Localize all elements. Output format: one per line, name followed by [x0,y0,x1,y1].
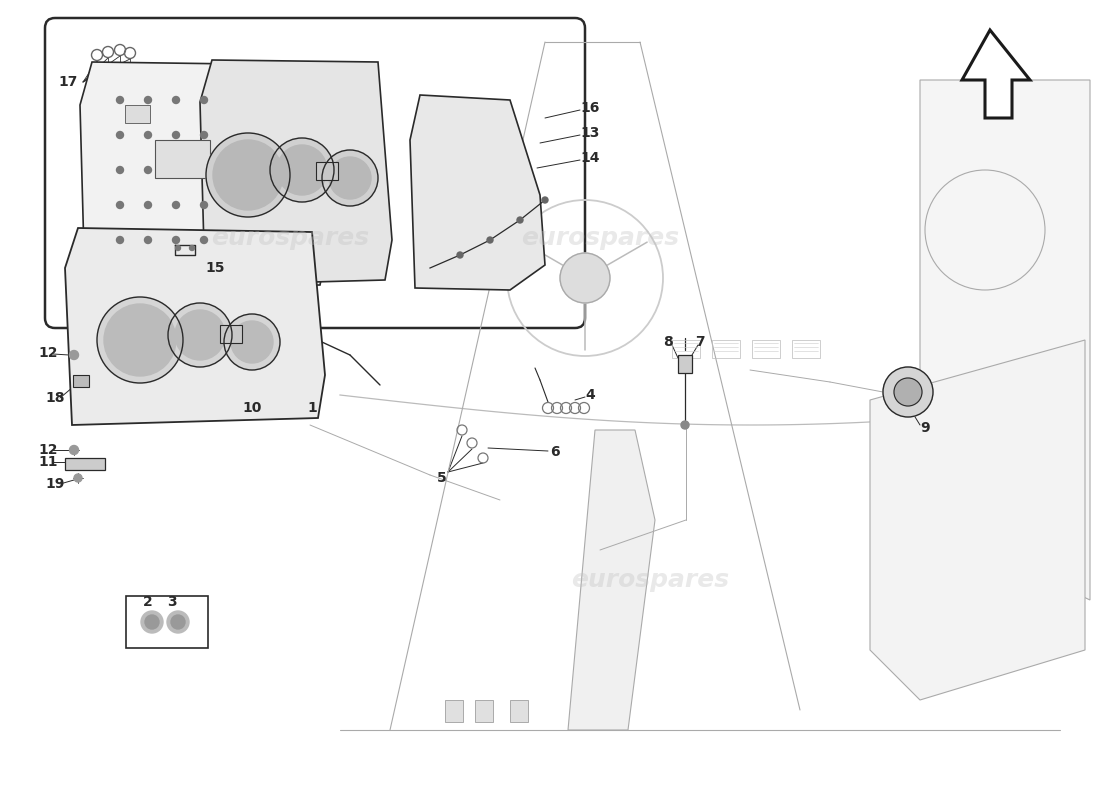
Text: eurospares: eurospares [521,226,679,250]
Bar [220,325,242,343]
Circle shape [925,170,1045,290]
Circle shape [206,133,290,217]
Text: 2: 2 [143,595,153,609]
Circle shape [117,237,123,243]
Circle shape [144,202,152,209]
Circle shape [173,237,179,243]
Circle shape [200,166,208,174]
Text: 14: 14 [581,151,600,165]
Text: 19: 19 [45,477,65,491]
Circle shape [167,611,189,633]
Bar [752,340,780,358]
Circle shape [560,253,610,303]
Circle shape [173,166,179,174]
Circle shape [200,97,208,103]
Circle shape [173,131,179,138]
Circle shape [894,378,922,406]
Circle shape [144,166,152,174]
Circle shape [224,314,280,370]
Bar [678,355,692,373]
Circle shape [517,217,522,223]
Circle shape [176,246,180,250]
Polygon shape [870,340,1085,700]
Circle shape [141,611,163,633]
Circle shape [175,310,226,360]
Bar [475,700,493,722]
Text: 17: 17 [58,75,78,89]
Circle shape [456,252,463,258]
Circle shape [173,97,179,103]
Text: 16: 16 [581,101,600,115]
Polygon shape [568,430,654,730]
Circle shape [487,237,493,243]
Circle shape [213,140,283,210]
Circle shape [69,446,78,454]
Text: 6: 6 [550,445,560,459]
Circle shape [322,150,378,206]
Bar [125,105,150,123]
Bar [672,340,700,358]
Text: 4: 4 [585,388,595,402]
Text: 10: 10 [242,401,262,415]
Text: 15: 15 [206,261,224,275]
Polygon shape [65,228,324,425]
Circle shape [189,246,195,250]
Text: 18: 18 [45,391,65,405]
Circle shape [277,145,327,195]
Text: 8: 8 [663,335,673,349]
Circle shape [117,97,123,103]
Bar [316,162,338,180]
Circle shape [74,474,82,482]
Text: eurospares: eurospares [211,226,370,250]
Circle shape [200,202,208,209]
Circle shape [883,367,933,417]
Bar [792,340,820,358]
Circle shape [270,138,334,202]
FancyBboxPatch shape [126,596,208,648]
Text: 11: 11 [39,455,57,469]
Circle shape [168,303,232,367]
Text: eurospares: eurospares [571,568,729,592]
Circle shape [173,202,179,209]
Bar [155,140,210,178]
Circle shape [104,304,176,376]
Text: 1: 1 [307,401,317,415]
Polygon shape [962,30,1030,118]
Circle shape [117,202,123,209]
Circle shape [231,321,273,363]
Text: 12: 12 [39,346,57,360]
Text: 3: 3 [167,595,177,609]
Circle shape [97,297,183,383]
Circle shape [69,350,78,359]
Text: 13: 13 [581,126,600,140]
Text: 12: 12 [39,443,57,457]
Bar [65,458,104,470]
Circle shape [144,131,152,138]
Circle shape [200,131,208,138]
Polygon shape [80,62,328,290]
Bar [73,375,89,387]
Circle shape [200,237,208,243]
Text: 5: 5 [437,471,447,485]
Bar [446,700,463,722]
Text: 9: 9 [921,421,929,435]
Bar [510,700,528,722]
Circle shape [170,615,185,629]
FancyBboxPatch shape [45,18,585,328]
Circle shape [144,237,152,243]
Bar [712,340,740,358]
Polygon shape [920,80,1090,600]
Circle shape [144,97,152,103]
Circle shape [681,421,689,429]
Circle shape [542,197,548,203]
Text: 7: 7 [695,335,705,349]
Circle shape [117,131,123,138]
Circle shape [329,157,371,199]
Circle shape [145,615,160,629]
Polygon shape [410,95,544,290]
Polygon shape [200,60,392,285]
Circle shape [117,166,123,174]
